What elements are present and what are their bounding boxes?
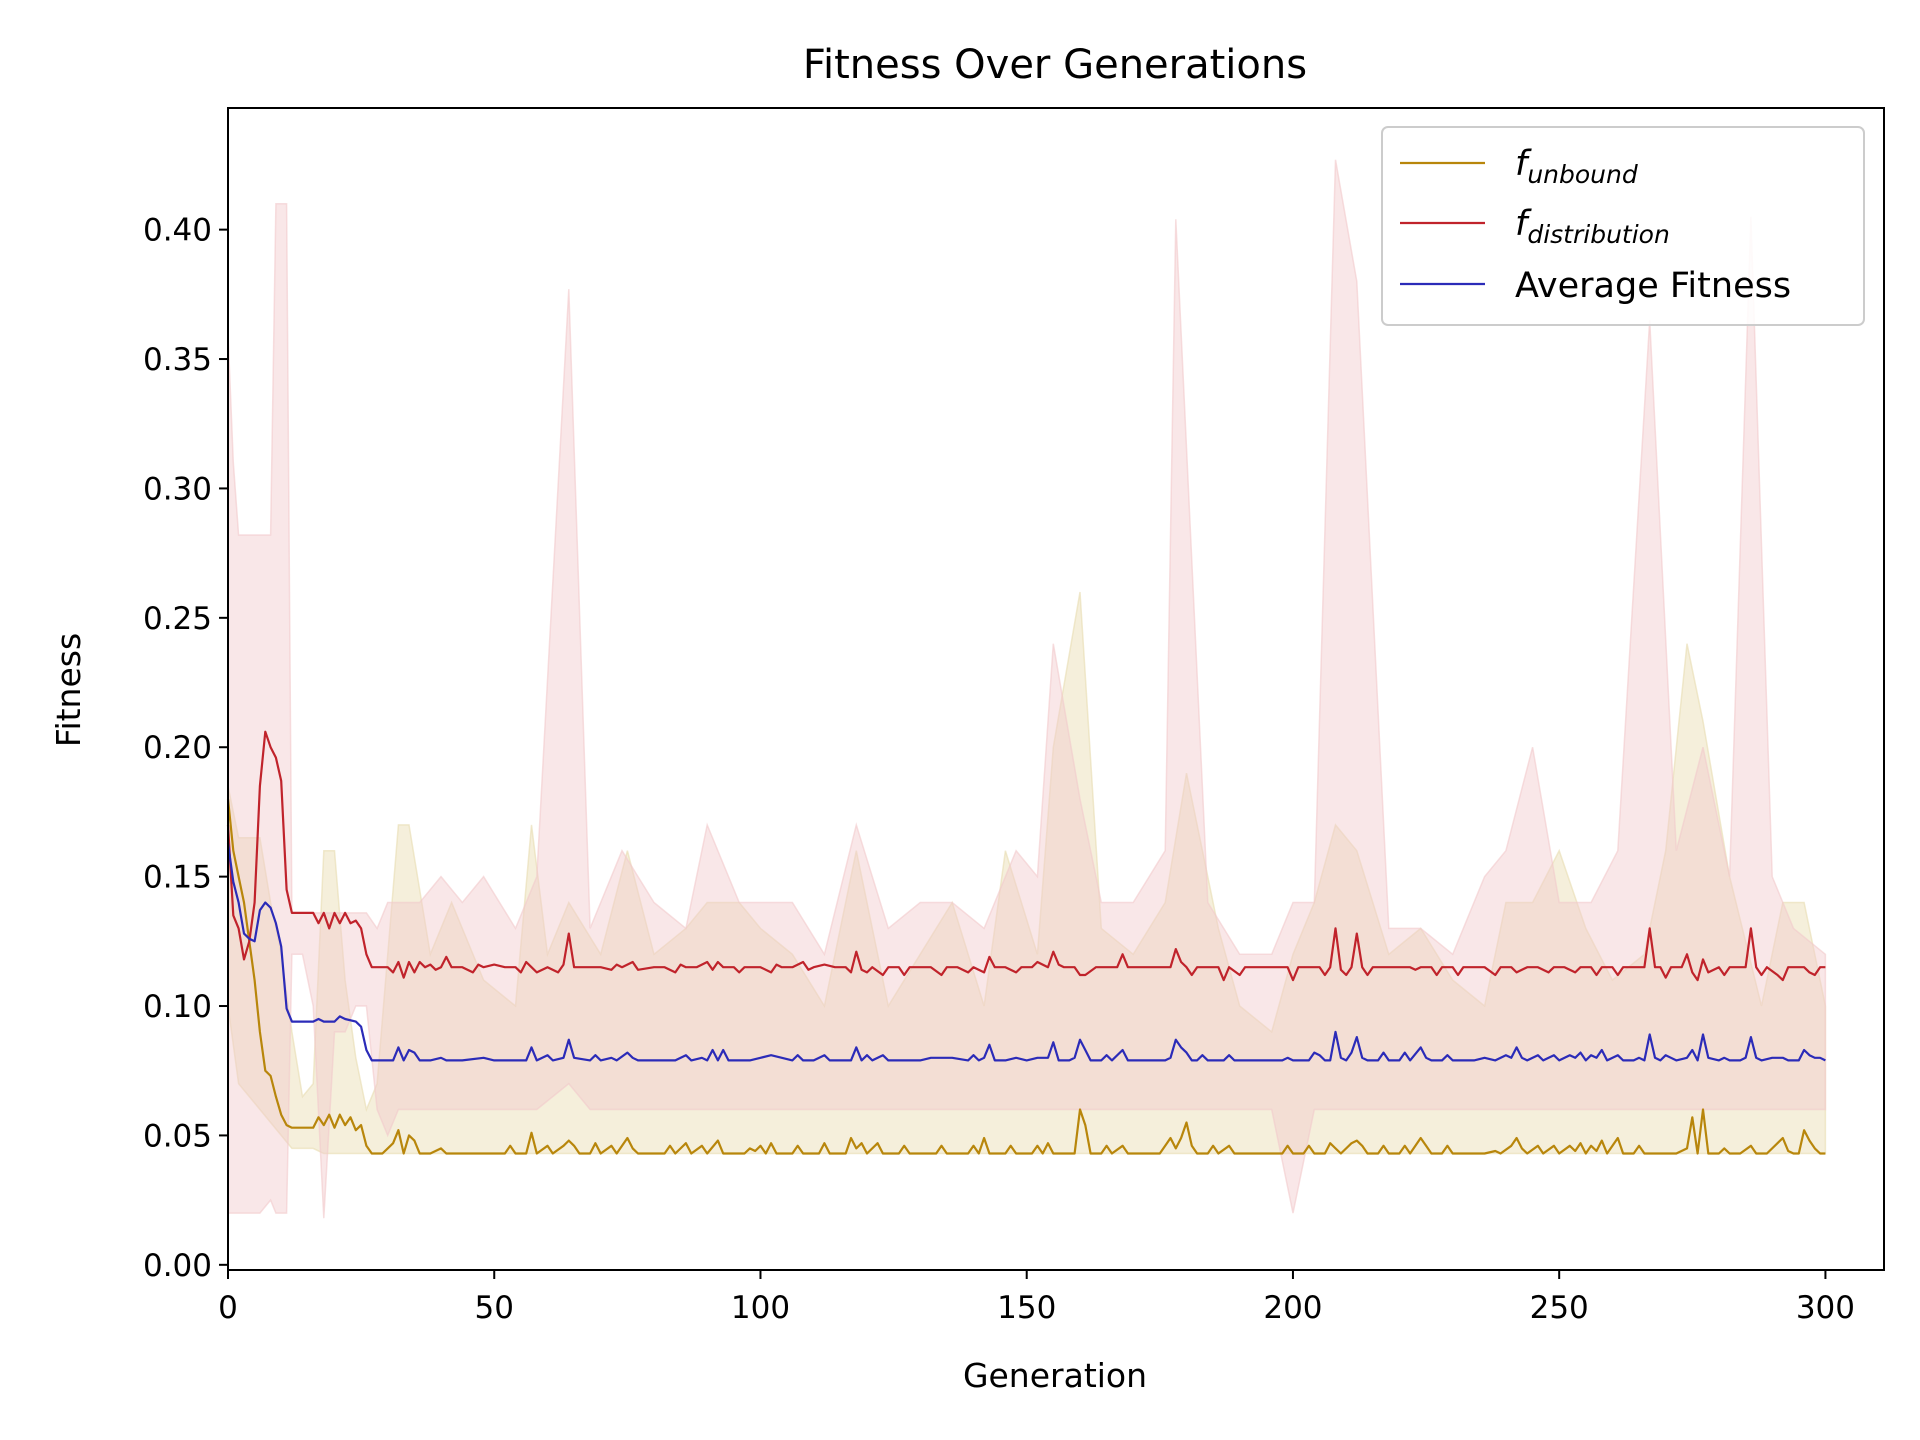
x-tick-label: 50 xyxy=(475,1290,514,1326)
series-line-unbound xyxy=(226,798,1826,1155)
y-tick-label: 0.40 xyxy=(143,213,212,249)
plot-area xyxy=(226,159,1827,1219)
x-axis-label: Generation xyxy=(963,1356,1147,1395)
x-axis-ticks: 0 50 100 150 200 250 300 xyxy=(218,1270,1855,1326)
series-lines xyxy=(226,730,1826,1155)
series-line-distribution xyxy=(226,730,1826,982)
axes-frame xyxy=(227,107,1885,1271)
chart-title: Fitness Over Generations xyxy=(803,42,1307,88)
x-tick-label: 300 xyxy=(1796,1290,1855,1326)
y-tick-label: 0.10 xyxy=(143,989,212,1025)
legend-box xyxy=(1381,126,1865,326)
x-tick-label: 0 xyxy=(218,1290,238,1326)
y-axis-label: Fitness xyxy=(49,633,88,747)
x-tick-label: 200 xyxy=(1263,1290,1322,1326)
y-tick-label: 0.30 xyxy=(143,471,212,507)
legend-label-average: Average Fitness xyxy=(1515,266,1791,306)
y-tick-label: 0.05 xyxy=(143,1118,212,1154)
y-tick-label: 0.20 xyxy=(143,730,212,766)
x-tick-label: 250 xyxy=(1530,1290,1589,1326)
y-tick-label: 0.15 xyxy=(143,860,212,896)
band-distribution xyxy=(227,159,1827,1219)
series-line-average xyxy=(226,842,1826,1062)
x-tick-label: 100 xyxy=(731,1290,790,1326)
y-axis-ticks: 0.00 0.05 0.10 0.15 0.20 0.25 0.30 0.35 0.40 xyxy=(143,213,228,1284)
y-tick-label: 0.00 xyxy=(143,1248,212,1284)
legend: funbound fdistribution Average Fitness xyxy=(1381,126,1865,326)
x-tick-label: 150 xyxy=(997,1290,1056,1326)
legend-label-unbound: funbound xyxy=(1515,144,1638,189)
y-tick-label: 0.35 xyxy=(143,342,212,378)
y-tick-label: 0.25 xyxy=(143,601,212,637)
